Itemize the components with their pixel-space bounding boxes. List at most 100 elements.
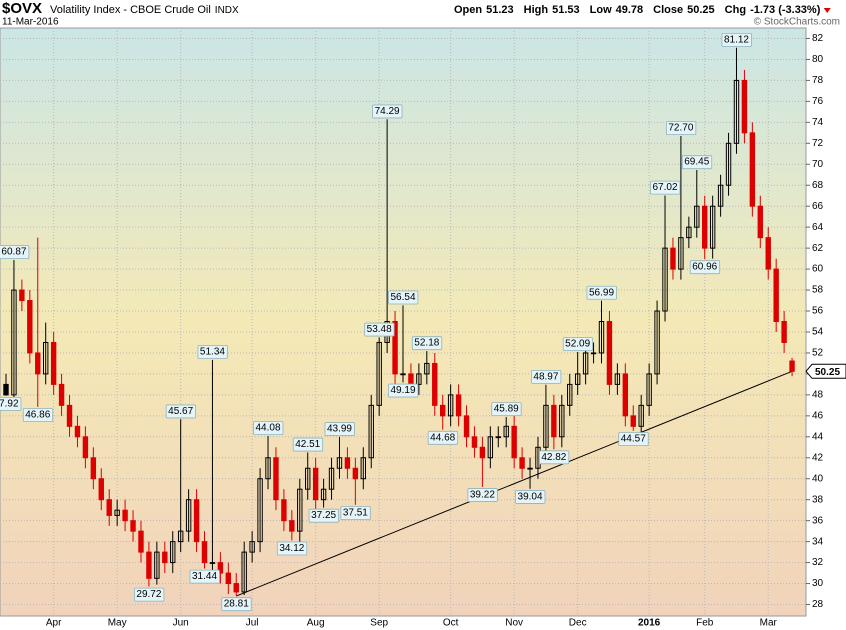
candle-body — [551, 404, 557, 438]
annotation-label: 44.68 — [430, 432, 455, 443]
annotation-box — [427, 430, 459, 445]
candle-body — [241, 551, 247, 593]
annotation-box — [562, 337, 594, 352]
x-tick-label: Aug — [307, 618, 325, 629]
candle-body — [3, 383, 9, 396]
candle-body — [519, 457, 525, 469]
candle-body — [392, 321, 398, 375]
y-tick-label: 42 — [812, 452, 824, 463]
annotation-label: 60.96 — [692, 262, 717, 273]
candle-body — [27, 300, 33, 354]
annotation-label: 74.29 — [375, 106, 400, 117]
y-tick-label: 76 — [812, 96, 824, 107]
change-arrow — [823, 8, 831, 13]
x-tick-label: Feb — [696, 618, 714, 629]
annotation-box — [0, 245, 30, 260]
annotation-label: 45.67 — [168, 406, 193, 417]
candle-body — [646, 373, 652, 406]
annotation-box — [165, 404, 197, 419]
candle-body — [567, 383, 573, 406]
candle-body — [170, 541, 176, 564]
annotation-label: 29.72 — [136, 589, 161, 600]
candle-body — [432, 362, 438, 406]
y-tick-label: 40 — [812, 473, 824, 484]
candle-body — [19, 289, 25, 302]
candle-body — [694, 205, 700, 228]
candle-body — [749, 132, 756, 207]
candle-body — [424, 362, 430, 375]
candle-body — [717, 184, 724, 207]
annotation-label: 56.54 — [390, 292, 415, 303]
candle-body — [185, 499, 192, 532]
quote: Open 51.23 High 51.53 Low 49.78 Close 50.25 Chg -… — [454, 4, 821, 16]
candle-body — [273, 457, 279, 501]
annotation-box — [665, 121, 697, 136]
candle-body — [74, 425, 81, 438]
candle-body — [765, 237, 771, 270]
x-tick-label: May — [108, 618, 127, 629]
annotation-label: 72.70 — [668, 123, 693, 134]
last-price-label: 50.25 — [815, 367, 840, 378]
candle-body — [130, 520, 136, 532]
candle-body — [209, 562, 216, 564]
candle-body — [741, 79, 748, 134]
candle-body — [122, 509, 128, 522]
candle-body — [50, 341, 57, 385]
candle-body — [297, 488, 303, 532]
candle-body — [440, 404, 446, 417]
x-tick-label: Mar — [760, 618, 778, 629]
candle-body — [678, 237, 684, 270]
annotation-box — [364, 322, 395, 337]
y-tick-label: 62 — [812, 243, 824, 254]
annotation-label: 81.12 — [724, 34, 749, 45]
annotation-box — [681, 155, 713, 170]
x-tick-label: Jun — [173, 618, 189, 629]
annotation-box — [531, 369, 562, 384]
exchange: INDX — [215, 5, 239, 16]
candle-body — [289, 520, 295, 532]
candle-body — [511, 425, 517, 459]
candle-body — [479, 446, 486, 459]
candle-body — [177, 530, 184, 543]
candle-body — [773, 268, 779, 323]
y-tick-label: 34 — [812, 536, 824, 547]
candle-body — [98, 478, 104, 501]
candle-body — [368, 404, 374, 459]
candle-body — [336, 457, 343, 469]
annotation-label: 34.12 — [279, 543, 304, 554]
annotation-label: 44.08 — [256, 423, 281, 434]
annotation-box — [134, 587, 165, 602]
annotation-label: 37.25 — [311, 510, 336, 521]
annotation-label: 42.51 — [295, 439, 320, 450]
candle-body — [725, 142, 732, 186]
candle-body — [11, 289, 17, 396]
last-price-tag — [805, 363, 846, 379]
y-tick-label: 36 — [812, 515, 824, 526]
annotation-box — [22, 408, 54, 422]
annotation-box — [324, 422, 355, 436]
annotation-box — [515, 490, 546, 504]
candle-body — [106, 499, 112, 516]
candle-body — [781, 321, 787, 343]
candle-body — [320, 488, 327, 501]
annotation-box — [538, 450, 570, 465]
candle-body — [455, 394, 462, 417]
candle-body — [265, 457, 271, 480]
candle-body — [463, 415, 470, 438]
annotation-box — [491, 402, 522, 417]
candle-body — [590, 352, 597, 355]
annotation-label: 48.97 — [533, 371, 558, 382]
annotation-box — [0, 396, 22, 411]
annotation-box — [467, 488, 498, 502]
candle-body — [527, 467, 533, 470]
y-tick-label: 66 — [812, 201, 824, 212]
annotation-label: 52.18 — [414, 338, 439, 349]
candle-body — [733, 79, 740, 144]
annotation-box — [689, 260, 721, 275]
candle-body — [344, 457, 351, 469]
y-tick-label: 38 — [812, 494, 824, 505]
candle-body — [471, 436, 478, 448]
annotation-box — [197, 345, 228, 359]
